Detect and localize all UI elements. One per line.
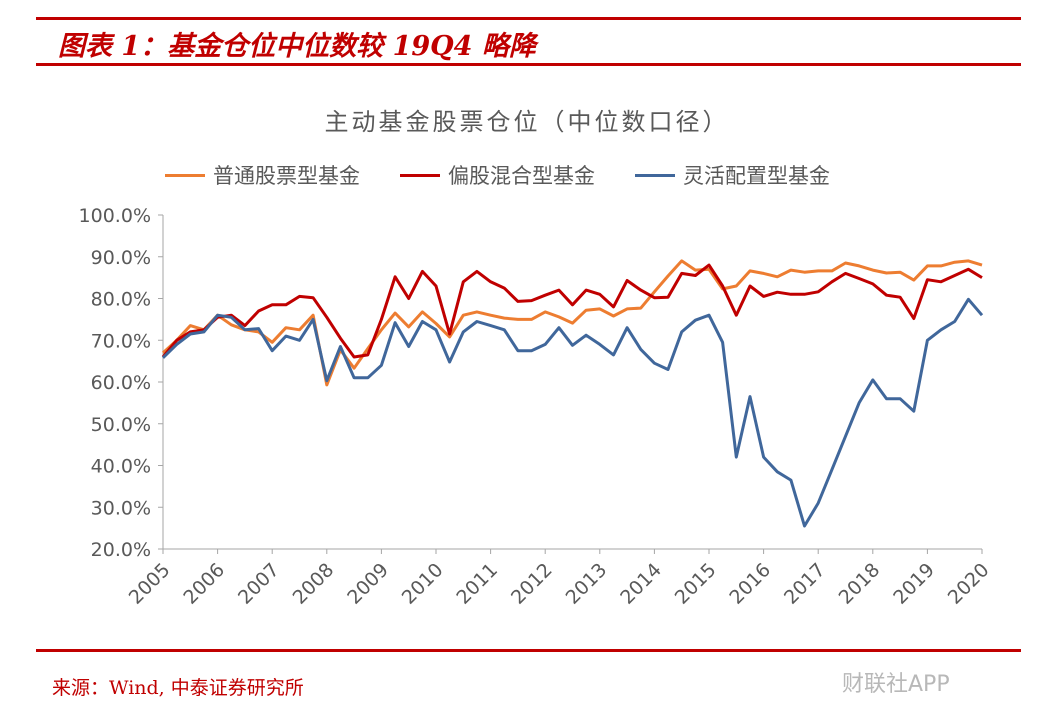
y-tick-label: 20.0% xyxy=(91,539,151,561)
figure-caption: 图表 1：基金仓位中位数较 19Q4 略降 xyxy=(58,31,536,62)
y-tick-label: 100.0% xyxy=(79,205,151,227)
x-tick-label: 2006 xyxy=(179,559,229,609)
x-tick-label: 2007 xyxy=(234,559,284,609)
chart-title: 主动基金股票仓位（中位数口径） xyxy=(324,108,730,136)
series-line-2 xyxy=(161,263,983,359)
x-tick-label: 2009 xyxy=(343,559,393,609)
legend-label: 普通股票型基金 xyxy=(213,164,360,188)
x-tick-label: 2018 xyxy=(835,559,885,609)
legend: 普通股票型基金 偏股混合型基金 灵活配置型基金 xyxy=(165,160,830,190)
legend-swatch xyxy=(165,173,205,177)
x-tick-label: 2013 xyxy=(562,559,612,609)
x-tick-label: 2011 xyxy=(452,559,502,609)
watermark: 财联社APP xyxy=(842,672,950,697)
top-rule xyxy=(36,17,1021,20)
x-tick-label: 2014 xyxy=(616,559,666,609)
y-tick-label: 50.0% xyxy=(91,414,151,436)
x-tick-label: 2019 xyxy=(889,559,939,609)
legend-item: 偏股混合型基金 xyxy=(400,160,595,190)
footer-rule xyxy=(36,649,1021,652)
legend-label: 灵活配置型基金 xyxy=(683,164,830,188)
legend-swatch xyxy=(400,173,440,177)
header-rule xyxy=(36,63,1021,66)
y-tick-label: 70.0% xyxy=(91,330,151,352)
x-tick-label: 2012 xyxy=(507,559,557,609)
legend-swatch xyxy=(635,173,675,177)
x-tick-label: 2005 xyxy=(125,559,175,609)
x-tick-label: 2015 xyxy=(671,559,721,609)
source-note: 来源：Wind, 中泰证券研究所 xyxy=(52,677,304,699)
series-line-1 xyxy=(161,259,983,387)
y-tick-label: 90.0% xyxy=(91,247,151,269)
legend-item: 灵活配置型基金 xyxy=(635,160,830,190)
y-tick-label: 80.0% xyxy=(91,289,151,311)
x-tick-label: 2008 xyxy=(289,559,339,609)
x-tick-label: 2016 xyxy=(725,559,775,609)
y-tick-label: 60.0% xyxy=(91,372,151,394)
series-line-3 xyxy=(161,297,984,528)
x-tick-label: 2010 xyxy=(398,559,448,609)
x-tick-label: 2017 xyxy=(780,559,830,609)
x-tick-label: 2020 xyxy=(944,559,994,609)
legend-item: 普通股票型基金 xyxy=(165,160,360,190)
legend-label: 偏股混合型基金 xyxy=(448,164,595,188)
y-tick-label: 30.0% xyxy=(91,497,151,519)
y-tick-label: 40.0% xyxy=(91,456,151,478)
